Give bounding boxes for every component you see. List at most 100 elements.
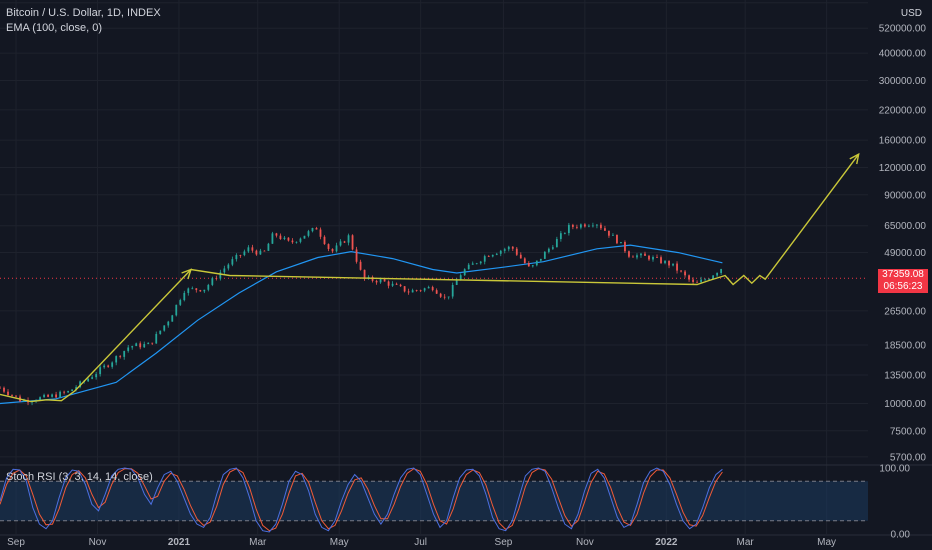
time-axis[interactable]: Sep Nov 2021 Mar May Jul Sep Nov 2022 Mar May bbox=[7, 537, 836, 548]
candle-body bbox=[700, 279, 702, 283]
candle-body bbox=[411, 290, 414, 293]
price-axis[interactable]: 5700.00 7500.00 10000.00 13500.00 18500.00 26… bbox=[879, 24, 927, 541]
candle-body bbox=[191, 288, 194, 290]
price-tick-label: 7500.00 bbox=[890, 426, 927, 437]
price-tick-label: 13500.00 bbox=[884, 370, 926, 381]
candle-body bbox=[11, 395, 13, 396]
candle-body bbox=[255, 250, 258, 255]
price-tick-label: 26500.00 bbox=[884, 306, 926, 317]
candle-body bbox=[644, 253, 646, 256]
candle-body bbox=[39, 397, 41, 401]
candle-body bbox=[527, 263, 530, 267]
candle-body bbox=[279, 235, 282, 240]
candle-body bbox=[223, 268, 226, 273]
time-tick-label: May bbox=[817, 537, 836, 548]
candle-body bbox=[399, 284, 402, 287]
candle-body bbox=[239, 255, 242, 256]
candle-body bbox=[435, 290, 438, 294]
candle-body bbox=[75, 387, 78, 390]
candle-body bbox=[327, 244, 330, 249]
candle-body bbox=[359, 261, 362, 270]
candle-body bbox=[656, 256, 658, 258]
candle-body bbox=[475, 263, 478, 265]
time-tick-label: Sep bbox=[7, 537, 25, 548]
candle-body bbox=[443, 296, 446, 298]
price-tick-label: 160000.00 bbox=[879, 136, 927, 147]
rsi-d-line bbox=[0, 468, 723, 532]
candle-body bbox=[551, 247, 554, 249]
candle-body bbox=[575, 226, 578, 228]
candle-body bbox=[351, 235, 354, 250]
candle-body bbox=[283, 237, 286, 240]
candle-body bbox=[543, 251, 546, 259]
price-tick-label: 90000.00 bbox=[884, 190, 926, 201]
candle-body bbox=[600, 224, 602, 229]
candle-body bbox=[287, 237, 290, 241]
rsi-legend[interactable]: Stoch RSI (3, 3, 14, 14, close) bbox=[6, 471, 153, 483]
price-tick-label: 10000.00 bbox=[884, 399, 926, 410]
candle-body bbox=[67, 391, 70, 393]
currency-label: USD bbox=[900, 8, 922, 19]
candle-body bbox=[343, 241, 346, 243]
candle-body bbox=[684, 271, 686, 276]
candle-body bbox=[511, 246, 514, 249]
time-tick-label: 2021 bbox=[168, 537, 191, 548]
candle-body bbox=[155, 333, 158, 344]
candle-body bbox=[175, 304, 178, 316]
candle-body bbox=[379, 279, 382, 283]
candle-body bbox=[335, 245, 338, 252]
candle-body bbox=[163, 325, 166, 331]
candle-body bbox=[395, 283, 398, 285]
candle-body bbox=[547, 248, 550, 252]
candle-body bbox=[567, 224, 570, 234]
time-tick-label: Nov bbox=[576, 537, 594, 548]
candle-body bbox=[439, 293, 442, 297]
candle-body bbox=[199, 290, 202, 292]
candle-body bbox=[636, 255, 638, 258]
candle-body bbox=[79, 381, 82, 388]
candle-body bbox=[583, 224, 586, 227]
candle-body bbox=[660, 257, 662, 264]
candle-body bbox=[91, 377, 94, 379]
candle-body bbox=[515, 248, 518, 255]
ema-legend[interactable]: EMA (100, close, 0) bbox=[6, 22, 102, 34]
time-tick-label: Mar bbox=[737, 537, 755, 548]
candle-body bbox=[195, 288, 198, 291]
candle-body bbox=[716, 273, 719, 276]
candle-body bbox=[167, 321, 170, 326]
candle-body bbox=[215, 278, 218, 280]
candle-body bbox=[628, 251, 630, 257]
candle-body bbox=[227, 264, 230, 269]
candle-body bbox=[451, 284, 454, 297]
candle-body bbox=[187, 288, 190, 293]
candle-body bbox=[419, 290, 422, 292]
candle-body bbox=[43, 394, 45, 398]
candle-body bbox=[103, 365, 106, 368]
candle-body bbox=[243, 251, 246, 256]
candle-body bbox=[616, 234, 618, 244]
candle-body bbox=[680, 270, 682, 272]
candle-body bbox=[347, 235, 350, 243]
candle-body bbox=[139, 343, 142, 348]
candle-body bbox=[375, 280, 378, 283]
candle-body bbox=[323, 236, 326, 245]
price-series bbox=[0, 222, 723, 406]
symbol-legend[interactable]: Bitcoin / U.S. Dollar, 1D, INDEX bbox=[6, 7, 161, 19]
candle-body bbox=[471, 263, 474, 265]
candle-body bbox=[331, 248, 334, 252]
candle-body bbox=[704, 279, 706, 281]
candle-body bbox=[307, 231, 310, 236]
last-price-value: 37359.08 bbox=[882, 269, 924, 280]
candle-body bbox=[596, 224, 598, 226]
candle-body bbox=[123, 350, 126, 357]
candle-body bbox=[571, 224, 574, 227]
candle-body bbox=[391, 283, 394, 286]
candle-body bbox=[231, 259, 234, 265]
candle-body bbox=[403, 286, 406, 292]
time-tick-label: May bbox=[330, 537, 349, 548]
price-tick-label: 65000.00 bbox=[884, 221, 926, 232]
candle-body bbox=[107, 365, 110, 367]
rsi-tick-label: 100.00 bbox=[879, 464, 910, 475]
candle-body bbox=[251, 247, 254, 251]
